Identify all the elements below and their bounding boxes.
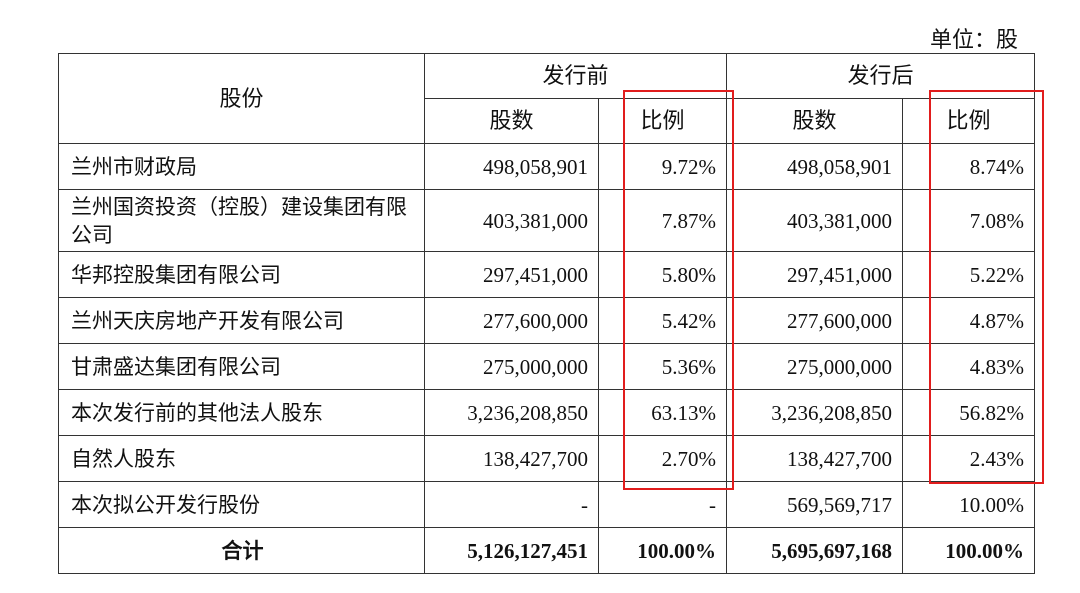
row-name: 兰州国资投资（控股）建设集团有限公司	[58, 189, 425, 252]
after-shares-cell: 138,427,700	[726, 435, 904, 482]
table-row: 自然人股东 138,427,700 2.70% 138,427,700 2.43…	[58, 435, 1036, 482]
header-before-shares: 股数	[424, 98, 599, 144]
before-shares-cell: -	[424, 481, 599, 528]
row-name: 兰州天庆房地产开发有限公司	[58, 297, 425, 344]
after-ratio-cell: 8.74%	[902, 143, 1036, 190]
before-shares-cell: 3,236,208,850	[424, 389, 599, 436]
row-name: 本次发行前的其他法人股东	[58, 389, 425, 436]
table-row: 兰州市财政局 498,058,901 9.72% 498,058,901 8.7…	[58, 143, 1036, 190]
row-name: 华邦控股集团有限公司	[58, 251, 425, 298]
highlight-box-after-ratio	[929, 90, 1044, 484]
total-after-shares: 5,695,697,168	[726, 527, 904, 574]
total-before-ratio: 100.00%	[597, 527, 728, 574]
total-before-shares: 5,126,127,451	[424, 527, 599, 574]
header-after-shares: 股数	[726, 98, 904, 144]
before-shares-cell: 277,600,000	[424, 297, 599, 344]
before-shares-cell: 498,058,901	[424, 143, 599, 190]
after-ratio-cell: 10.00%	[902, 481, 1036, 528]
row-name: 本次拟公开发行股份	[58, 481, 425, 528]
before-shares-cell: 403,381,000	[424, 189, 599, 252]
table-row: 本次发行前的其他法人股东 3,236,208,850 63.13% 3,236,…	[58, 389, 1036, 436]
row-name: 兰州市财政局	[58, 143, 425, 190]
table-row: 华邦控股集团有限公司 297,451,000 5.80% 297,451,000…	[58, 251, 1036, 298]
highlight-box-before-ratio	[623, 90, 734, 490]
total-after-ratio: 100.00%	[902, 527, 1036, 574]
header-shareholder: 股份	[58, 53, 425, 144]
after-shares-cell: 569,569,717	[726, 481, 904, 528]
after-ratio-cell: 4.87%	[902, 297, 1036, 344]
shareholding-table: 股份 发行前 发行后 股数 比例 股数 比例 兰州市财政局 498,058,90…	[58, 53, 1036, 574]
total-label: 合计	[58, 527, 425, 574]
after-shares-cell: 498,058,901	[726, 143, 904, 190]
after-ratio-cell: 5.22%	[902, 251, 1036, 298]
table-row: 本次拟公开发行股份 - - 569,569,717 10.00%	[58, 481, 1036, 528]
before-ratio-cell: 5.42%	[597, 297, 728, 344]
row-name: 自然人股东	[58, 435, 425, 482]
total-row: 合计 5,126,127,451 100.00% 5,695,697,168 1…	[58, 527, 1036, 574]
after-shares-cell: 3,236,208,850	[726, 389, 904, 436]
after-shares-cell: 297,451,000	[726, 251, 904, 298]
before-shares-cell: 138,427,700	[424, 435, 599, 482]
before-ratio-cell: 63.13%	[597, 389, 728, 436]
table-row: 兰州天庆房地产开发有限公司 277,600,000 5.42% 277,600,…	[58, 297, 1036, 344]
after-shares-cell: 277,600,000	[726, 297, 904, 344]
after-shares-cell: 403,381,000	[726, 189, 904, 252]
after-shares-cell: 275,000,000	[726, 343, 904, 390]
unit-label: 单位：股	[929, 27, 1018, 52]
table-row: 甘肃盛达集团有限公司 275,000,000 5.36% 275,000,000…	[58, 343, 1036, 390]
before-shares-cell: 297,451,000	[424, 251, 599, 298]
header-before-ratio: 比例	[597, 98, 728, 144]
before-ratio-cell: 2.70%	[597, 435, 728, 482]
table-row: 兰州国资投资（控股）建设集团有限公司 403,381,000 7.87% 403…	[58, 189, 1036, 252]
after-ratio-cell: 2.43%	[902, 435, 1036, 482]
row-name: 甘肃盛达集团有限公司	[58, 343, 425, 390]
before-shares-cell: 275,000,000	[424, 343, 599, 390]
